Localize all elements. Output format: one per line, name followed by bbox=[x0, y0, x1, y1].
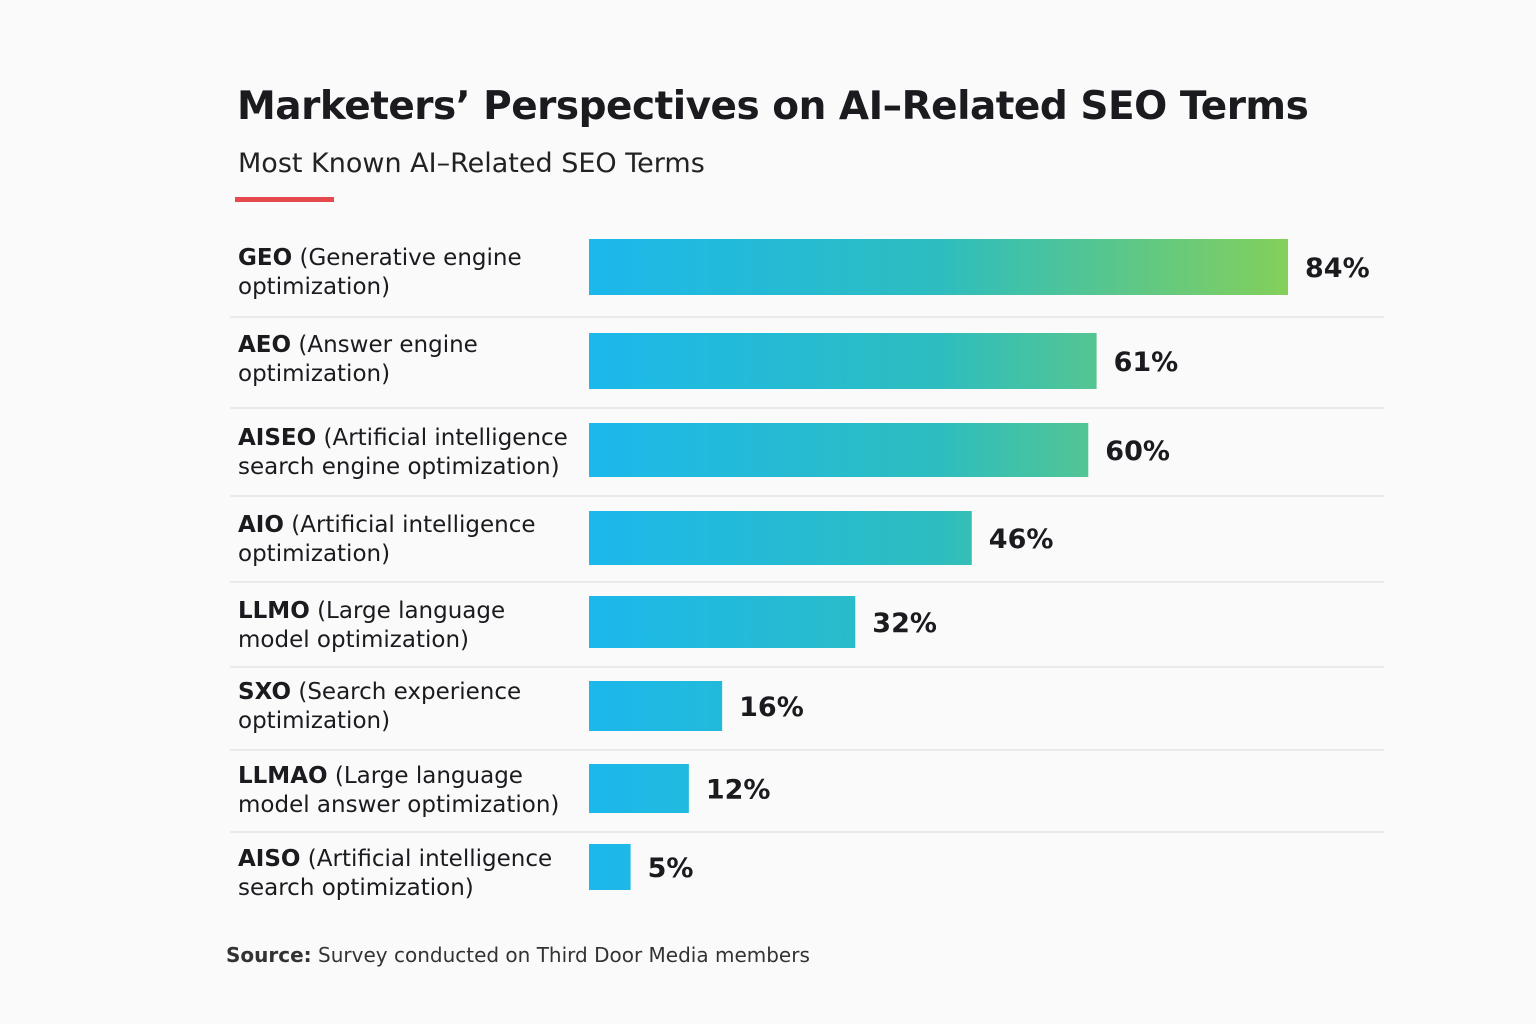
category-desc-line2: search engine optimization) bbox=[238, 454, 560, 480]
category-desc-line2: model answer optimization) bbox=[238, 792, 560, 818]
data-label: 46% bbox=[989, 524, 1054, 555]
bar-geo bbox=[589, 239, 1288, 295]
bar-aiseo bbox=[589, 423, 1089, 477]
bar-aio bbox=[589, 511, 972, 565]
bar-sxo bbox=[589, 681, 723, 731]
category-desc: (Artificial intelligence bbox=[323, 425, 568, 451]
category-desc-line2: optimization) bbox=[238, 541, 391, 567]
category-desc-line2: optimization) bbox=[238, 708, 391, 734]
chart-title: Marketers’ Perspectives on AI–Related SE… bbox=[237, 84, 1309, 129]
source-text: Survey conducted on Third Door Media mem… bbox=[318, 943, 810, 967]
category-label: AEO (Answer engine optimization) bbox=[238, 331, 478, 389]
category-label: AISEO (Artificial intelligence search eng… bbox=[238, 424, 568, 482]
category-desc: (Large language bbox=[317, 598, 506, 624]
data-label: 84% bbox=[1305, 253, 1370, 284]
category-desc: (Artificial intelligence bbox=[291, 512, 536, 538]
category-abbr: AIO bbox=[238, 512, 284, 538]
category-label: LLMAO (Large language model answer optimi… bbox=[238, 762, 559, 820]
category-abbr: SXO bbox=[238, 679, 292, 705]
category-label: AIO (Artificial intelligence optimization… bbox=[238, 511, 536, 569]
data-label: 61% bbox=[1114, 347, 1179, 378]
category-desc-line2: optimization) bbox=[238, 361, 391, 387]
chart-subtitle: Most Known AI–Related SEO Terms bbox=[238, 148, 705, 179]
data-label: 5% bbox=[648, 853, 694, 884]
category-abbr: AISEO bbox=[238, 425, 317, 451]
accent-underline bbox=[235, 197, 334, 202]
category-abbr: AEO bbox=[238, 332, 292, 358]
category-label: GEO (Generative engine optimization) bbox=[238, 244, 522, 302]
category-label: AISO (Artificial intelligence search opti… bbox=[238, 845, 552, 903]
category-abbr: LLMAO bbox=[238, 763, 328, 789]
bar-llmao bbox=[589, 764, 689, 813]
category-desc: (Large language bbox=[334, 763, 523, 789]
category-abbr: LLMO bbox=[238, 598, 310, 624]
category-abbr: AISO bbox=[238, 846, 301, 872]
category-desc: (Answer engine bbox=[298, 332, 478, 358]
category-label: SXO (Search experience optimization) bbox=[238, 678, 521, 736]
category-desc-line2: optimization) bbox=[238, 274, 391, 300]
bar-llmo bbox=[589, 596, 856, 648]
category-desc: (Search experience bbox=[298, 679, 522, 705]
category-label: LLMO (Large language model optimization) bbox=[238, 597, 505, 655]
data-label: 12% bbox=[706, 775, 771, 806]
category-desc: (Artificial intelligence bbox=[307, 846, 553, 872]
category-abbr: GEO bbox=[238, 245, 293, 271]
bar-aiso bbox=[589, 844, 631, 890]
category-desc: (Generative engine bbox=[299, 245, 522, 271]
category-desc-line2: search optimization) bbox=[238, 875, 474, 901]
category-desc-line2: model optimization) bbox=[238, 627, 469, 653]
data-label: 16% bbox=[739, 692, 804, 723]
data-label: 32% bbox=[872, 608, 937, 639]
data-label: 60% bbox=[1105, 436, 1170, 467]
bar-aeo bbox=[589, 333, 1097, 389]
source-label: Source: bbox=[226, 943, 312, 967]
source-note: Source: Survey conducted on Third Door M… bbox=[226, 943, 810, 967]
